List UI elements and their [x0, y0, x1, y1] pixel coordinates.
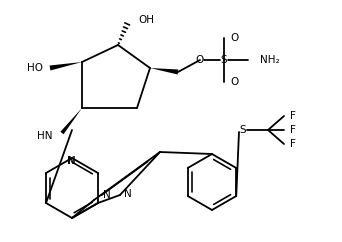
- Text: O: O: [196, 55, 204, 65]
- Text: S: S: [240, 125, 246, 135]
- Text: S: S: [221, 55, 227, 65]
- Text: F: F: [290, 111, 296, 121]
- Polygon shape: [61, 108, 82, 134]
- Text: N: N: [67, 156, 75, 166]
- Text: HN: HN: [38, 131, 53, 141]
- Polygon shape: [50, 62, 82, 70]
- Polygon shape: [150, 68, 179, 75]
- Text: O: O: [230, 77, 238, 87]
- Text: OH: OH: [138, 15, 154, 25]
- Text: NH₂: NH₂: [260, 55, 280, 65]
- Text: O: O: [230, 33, 238, 43]
- Text: F: F: [290, 139, 296, 149]
- Text: N: N: [103, 190, 111, 200]
- Text: N: N: [124, 189, 132, 199]
- Text: N: N: [68, 156, 76, 166]
- Text: HO: HO: [27, 63, 43, 73]
- Text: F: F: [290, 125, 296, 135]
